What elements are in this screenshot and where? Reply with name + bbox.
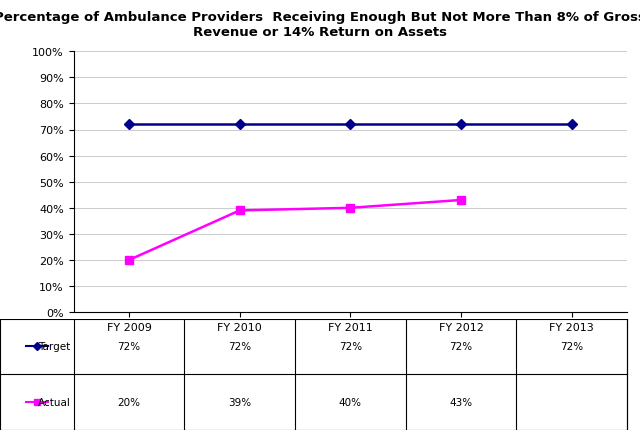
Text: 72%: 72% <box>228 342 252 352</box>
Text: 72%: 72% <box>560 342 584 352</box>
Text: 43%: 43% <box>449 397 473 407</box>
Text: 20%: 20% <box>118 397 140 407</box>
Text: Target: Target <box>38 342 70 352</box>
Text: 72%: 72% <box>449 342 473 352</box>
Text: 39%: 39% <box>228 397 252 407</box>
Text: 72%: 72% <box>117 342 141 352</box>
Text: Percentage of Ambulance Providers  Receiving Enough But Not More Than 8% of Gros: Percentage of Ambulance Providers Receiv… <box>0 11 640 39</box>
Text: Actual: Actual <box>38 397 70 407</box>
Text: 40%: 40% <box>339 397 362 407</box>
Text: 72%: 72% <box>339 342 362 352</box>
